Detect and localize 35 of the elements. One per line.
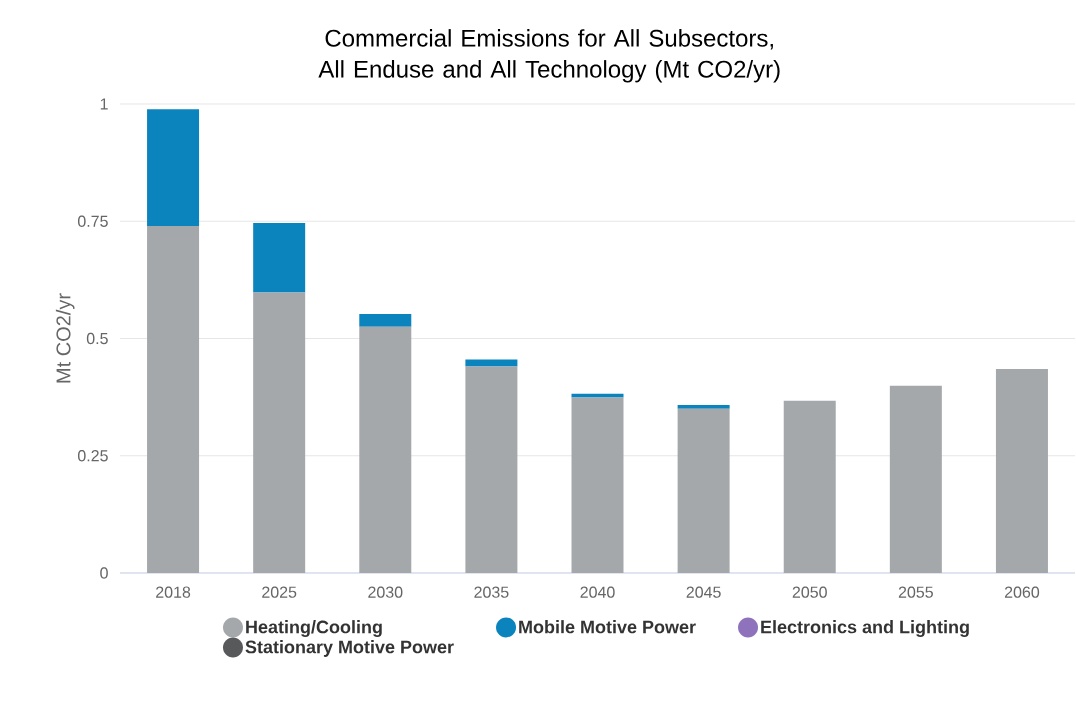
bar: [889, 385, 942, 573]
legend-label: Mobile Motive Power: [519, 620, 696, 634]
y-tick-label: 1: [100, 98, 108, 110]
bar: [147, 109, 200, 226]
legend-label: Heating/Cooling: [246, 620, 382, 637]
bar: [677, 408, 730, 573]
y-tick-label: 0.75: [77, 215, 108, 227]
bar: [571, 393, 624, 398]
legend-label: Electronics and Lighting: [761, 620, 969, 637]
bar: [359, 326, 412, 573]
y-tick-label: 0.5: [86, 332, 108, 345]
x-tick-label: 2018: [156, 586, 191, 598]
x-tick-label: 2030: [368, 586, 403, 598]
y-axis-title: Mt CO2/yr: [55, 293, 75, 383]
legend-label: Stationary Motive Power: [245, 640, 454, 657]
bar: [253, 223, 306, 293]
bar: [253, 292, 306, 573]
x-tick-label: 2055: [898, 586, 933, 598]
bar: [465, 366, 518, 573]
y-tick-label: 0: [100, 567, 108, 579]
x-tick-label: 2025: [262, 586, 297, 598]
x-tick-label: 2060: [1004, 586, 1040, 598]
y-tick-label: 0.25: [77, 450, 108, 462]
bar: [359, 314, 412, 327]
bar: [677, 405, 730, 409]
bar: [783, 400, 836, 573]
x-tick-label: 2050: [792, 586, 827, 598]
bar: [147, 225, 200, 573]
bar: [995, 368, 1048, 573]
chart-title: Commercial Emissions for All Subsectors, All Enduse and All Technology (Mt CO2/yr): [318, 29, 780, 83]
x-tick-label: 2035: [474, 586, 509, 598]
bar: [571, 397, 624, 573]
x-tick-label: 2040: [580, 586, 615, 598]
bar: [465, 359, 518, 367]
x-tick-label: 2045: [686, 586, 721, 598]
